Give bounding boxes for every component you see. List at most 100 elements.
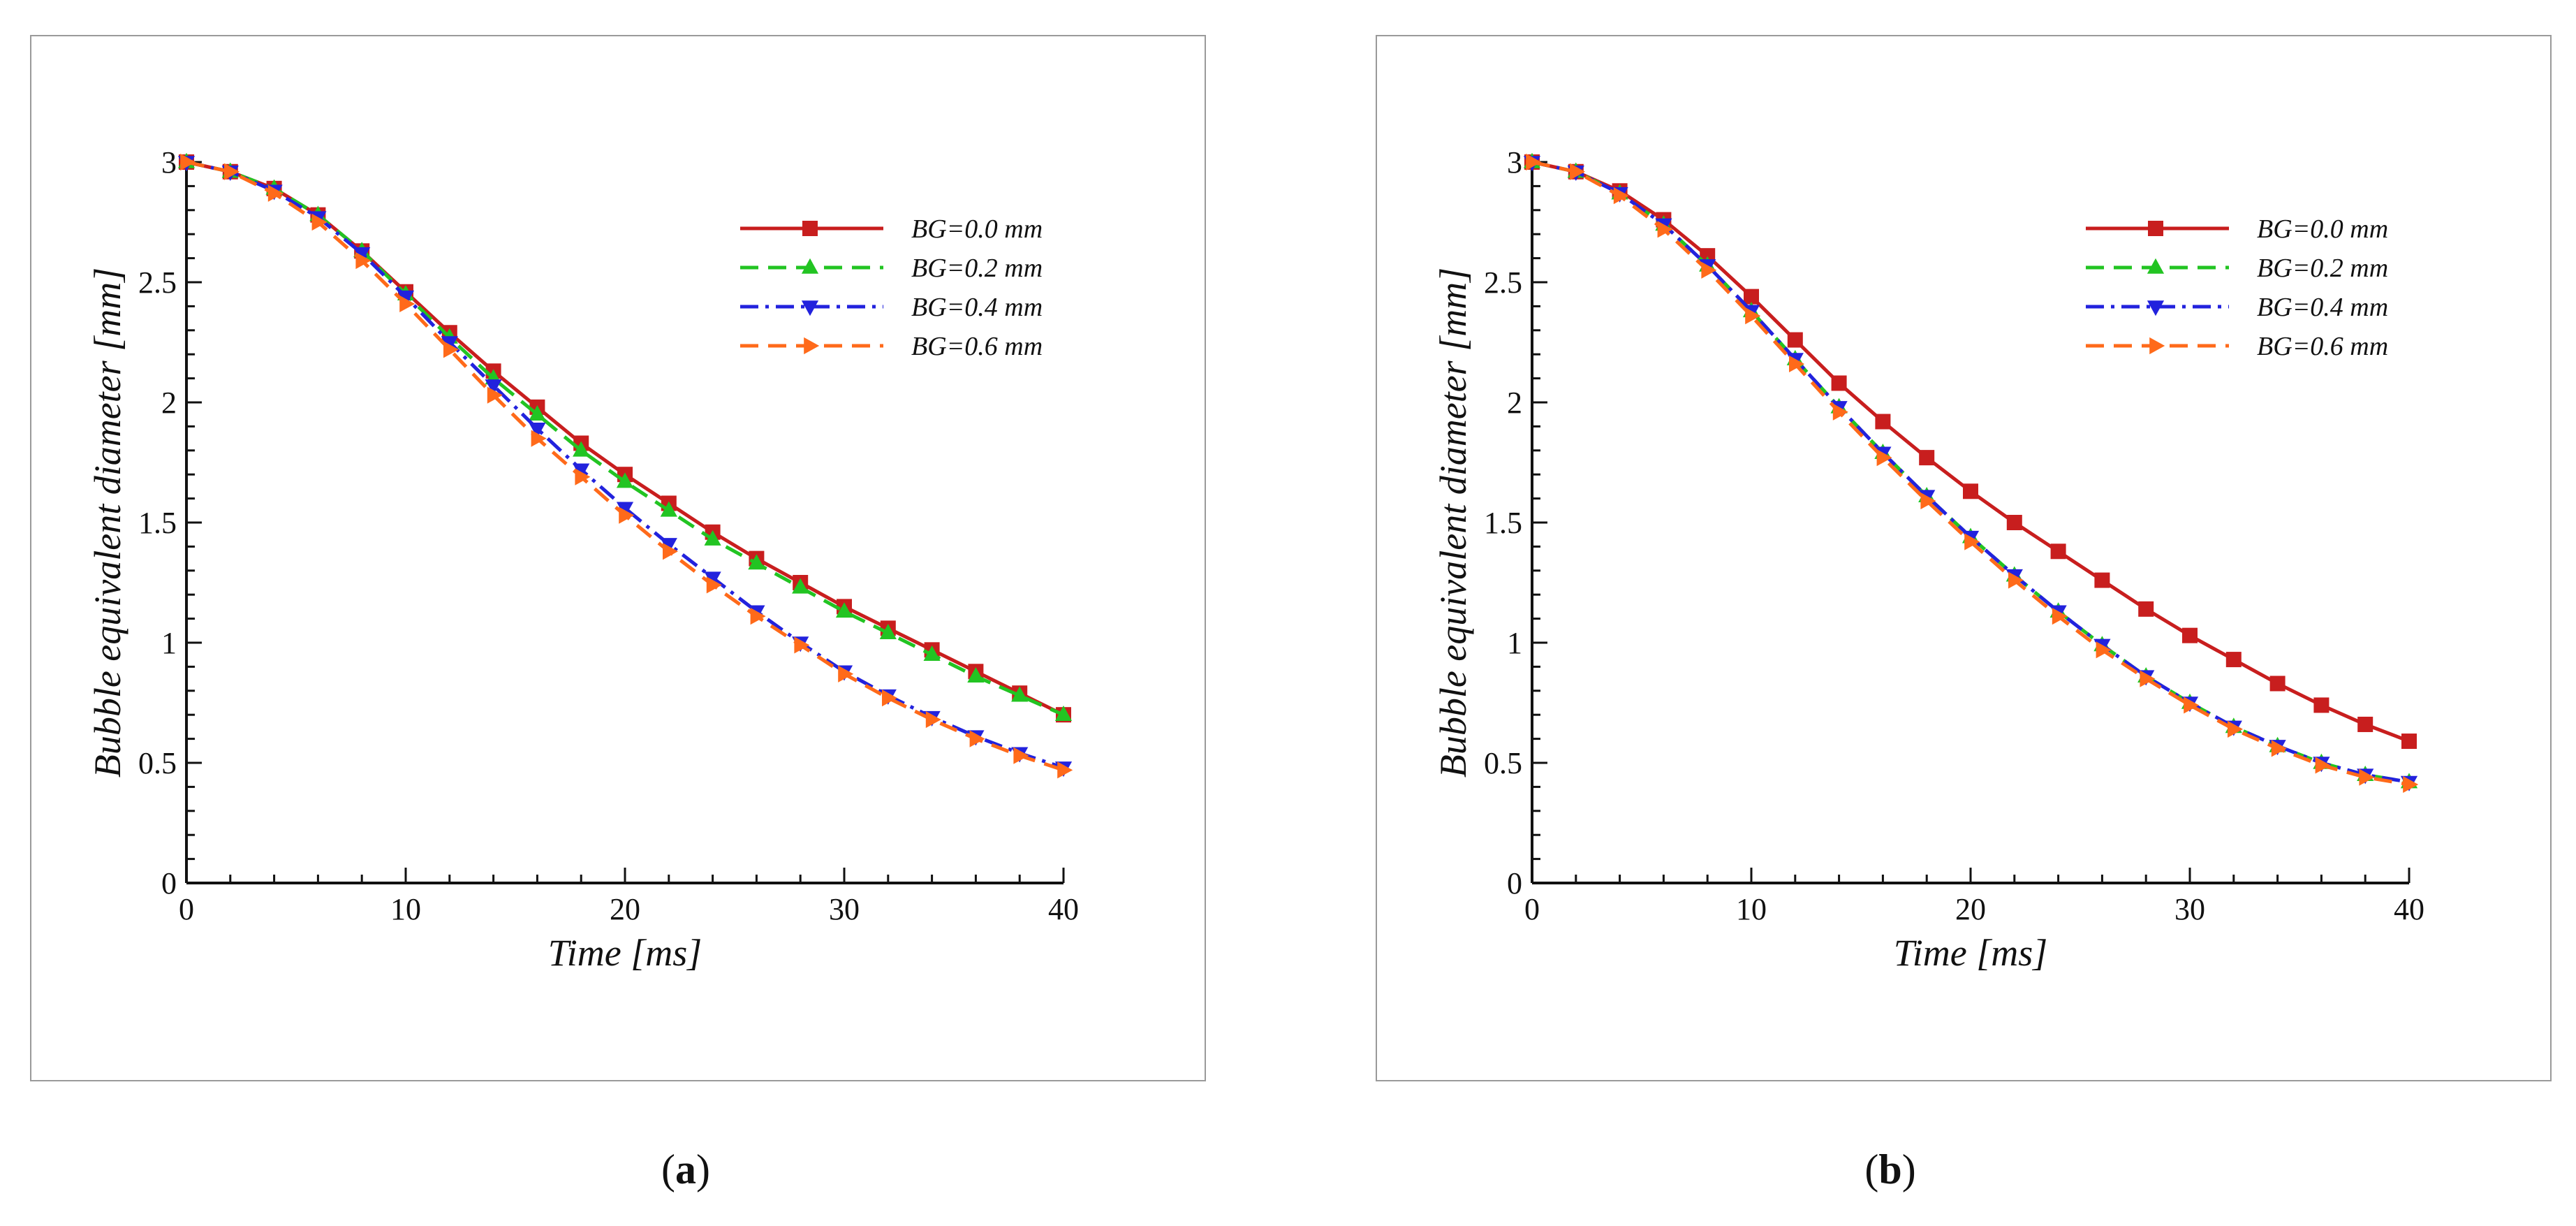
data-point [835,602,853,618]
data-point [529,423,546,439]
y-tick-label: 2.5 [1484,265,1522,300]
data-point [750,608,766,625]
data-point [267,184,284,202]
data-point [224,163,240,180]
legend-marker [801,258,819,274]
data-point [180,153,196,171]
x-tick-label: 20 [1955,892,1986,926]
data-point [1831,375,1847,391]
y-tick-label: 1 [161,626,177,660]
x-tick-label: 40 [1048,892,1079,926]
data-point [794,636,810,654]
legend-label: BG=0.2 mm [2257,254,2388,283]
data-point [1787,332,1803,348]
x-tick-label: 0 [179,892,194,926]
series-bg-0-2-mm [1523,152,2418,789]
data-point [2008,571,2024,589]
data-point [397,290,415,306]
data-point [619,506,635,524]
legend-label: BG=0.6 mm [2257,332,2388,361]
data-point [1744,289,1759,305]
data-point [1876,449,1892,467]
series-bg-0-4-mm [177,156,1073,778]
legend-label: BG=0.4 mm [911,293,1043,322]
data-point [2184,696,2200,714]
data-point [1875,414,1891,430]
data-point [529,405,546,421]
series-bg-0-6-mm [180,153,1073,779]
y-tick-label: 3 [161,145,177,180]
series-bg-0-4-mm [1523,156,2418,791]
data-point [923,645,941,661]
data-point [487,386,503,404]
y-tick-label: 2.5 [138,265,177,300]
legend-marker [802,221,818,236]
data-point [2052,608,2068,625]
data-point [1963,483,1978,499]
data-point [879,624,897,640]
x-axis-title: Time [ms] [1894,932,2048,974]
y-tick-label: 0 [161,866,177,900]
data-point [575,468,591,486]
data-point [663,543,678,560]
data-point [2313,697,2330,713]
data-point [1920,492,1936,510]
data-point [1657,221,1673,238]
data-point [925,710,941,729]
legend-marker [801,300,819,316]
legend-label: BG=0.2 mm [911,254,1043,283]
data-point [441,336,458,352]
data-point [2050,543,2066,560]
data-point [2096,641,2112,659]
data-point [1526,153,1542,171]
data-point [1613,187,1629,205]
caption-a: (a) [661,1146,710,1192]
y-tick-label: 0 [1507,866,1522,900]
caption-a-label: a [675,1146,696,1192]
y-tick-label: 3 [1507,145,1522,180]
data-point [2271,740,2287,757]
legend-label: BG=0.0 mm [2257,214,2388,244]
data-point [573,463,590,479]
data-point [353,247,371,263]
data-point [1054,706,1073,721]
y-tick-label: 1.5 [138,506,177,540]
series-line [186,160,1065,717]
chart-svg-b: 0 10 20 30 40 0 0.5 1 1.5 2 2.5 3 Time [ms] Bubble eq… [1432,145,2424,974]
y-tick-label: 2 [1507,386,1522,420]
data-point [616,502,634,518]
data-point [485,379,502,395]
x-tick-label: 0 [1524,892,1540,926]
y-tick-label: 0.5 [1484,746,1522,780]
x-axis-title: Time [ms] [548,932,702,974]
x-tick-label: 20 [610,892,640,926]
legend-marker [804,337,820,355]
data-point [704,530,721,546]
caption-b: (b) [1864,1146,1916,1192]
data-point [2228,720,2243,738]
data-point [838,665,854,683]
x-tick-label: 10 [390,892,421,926]
legend-marker [2149,337,2165,355]
y-axis-title: Bubble equivalent diameter [mm] [1432,268,1474,778]
data-point [616,472,634,488]
data-point [967,666,985,683]
data-point [399,295,415,313]
data-point [2269,676,2286,692]
data-point [882,689,897,707]
data-point [1832,403,1848,421]
data-point [792,578,809,594]
data-point [1570,163,1585,180]
legend-label: BG=0.6 mm [911,332,1043,361]
data-point [2403,775,2419,794]
series-line [186,160,1065,717]
chart-svg-a: 0 10 20 30 40 0 0.5 1 1.5 2 2.5 3 Time [ms] Bubble eq… [87,145,1079,974]
data-point [2138,601,2154,617]
data-point [748,554,765,570]
data-point [573,441,590,457]
data-point [311,213,327,231]
y-tick-label: 0.5 [138,746,177,780]
caption-b-label: b [1878,1146,1902,1192]
data-point [2401,734,2417,750]
data-point [1011,686,1029,702]
